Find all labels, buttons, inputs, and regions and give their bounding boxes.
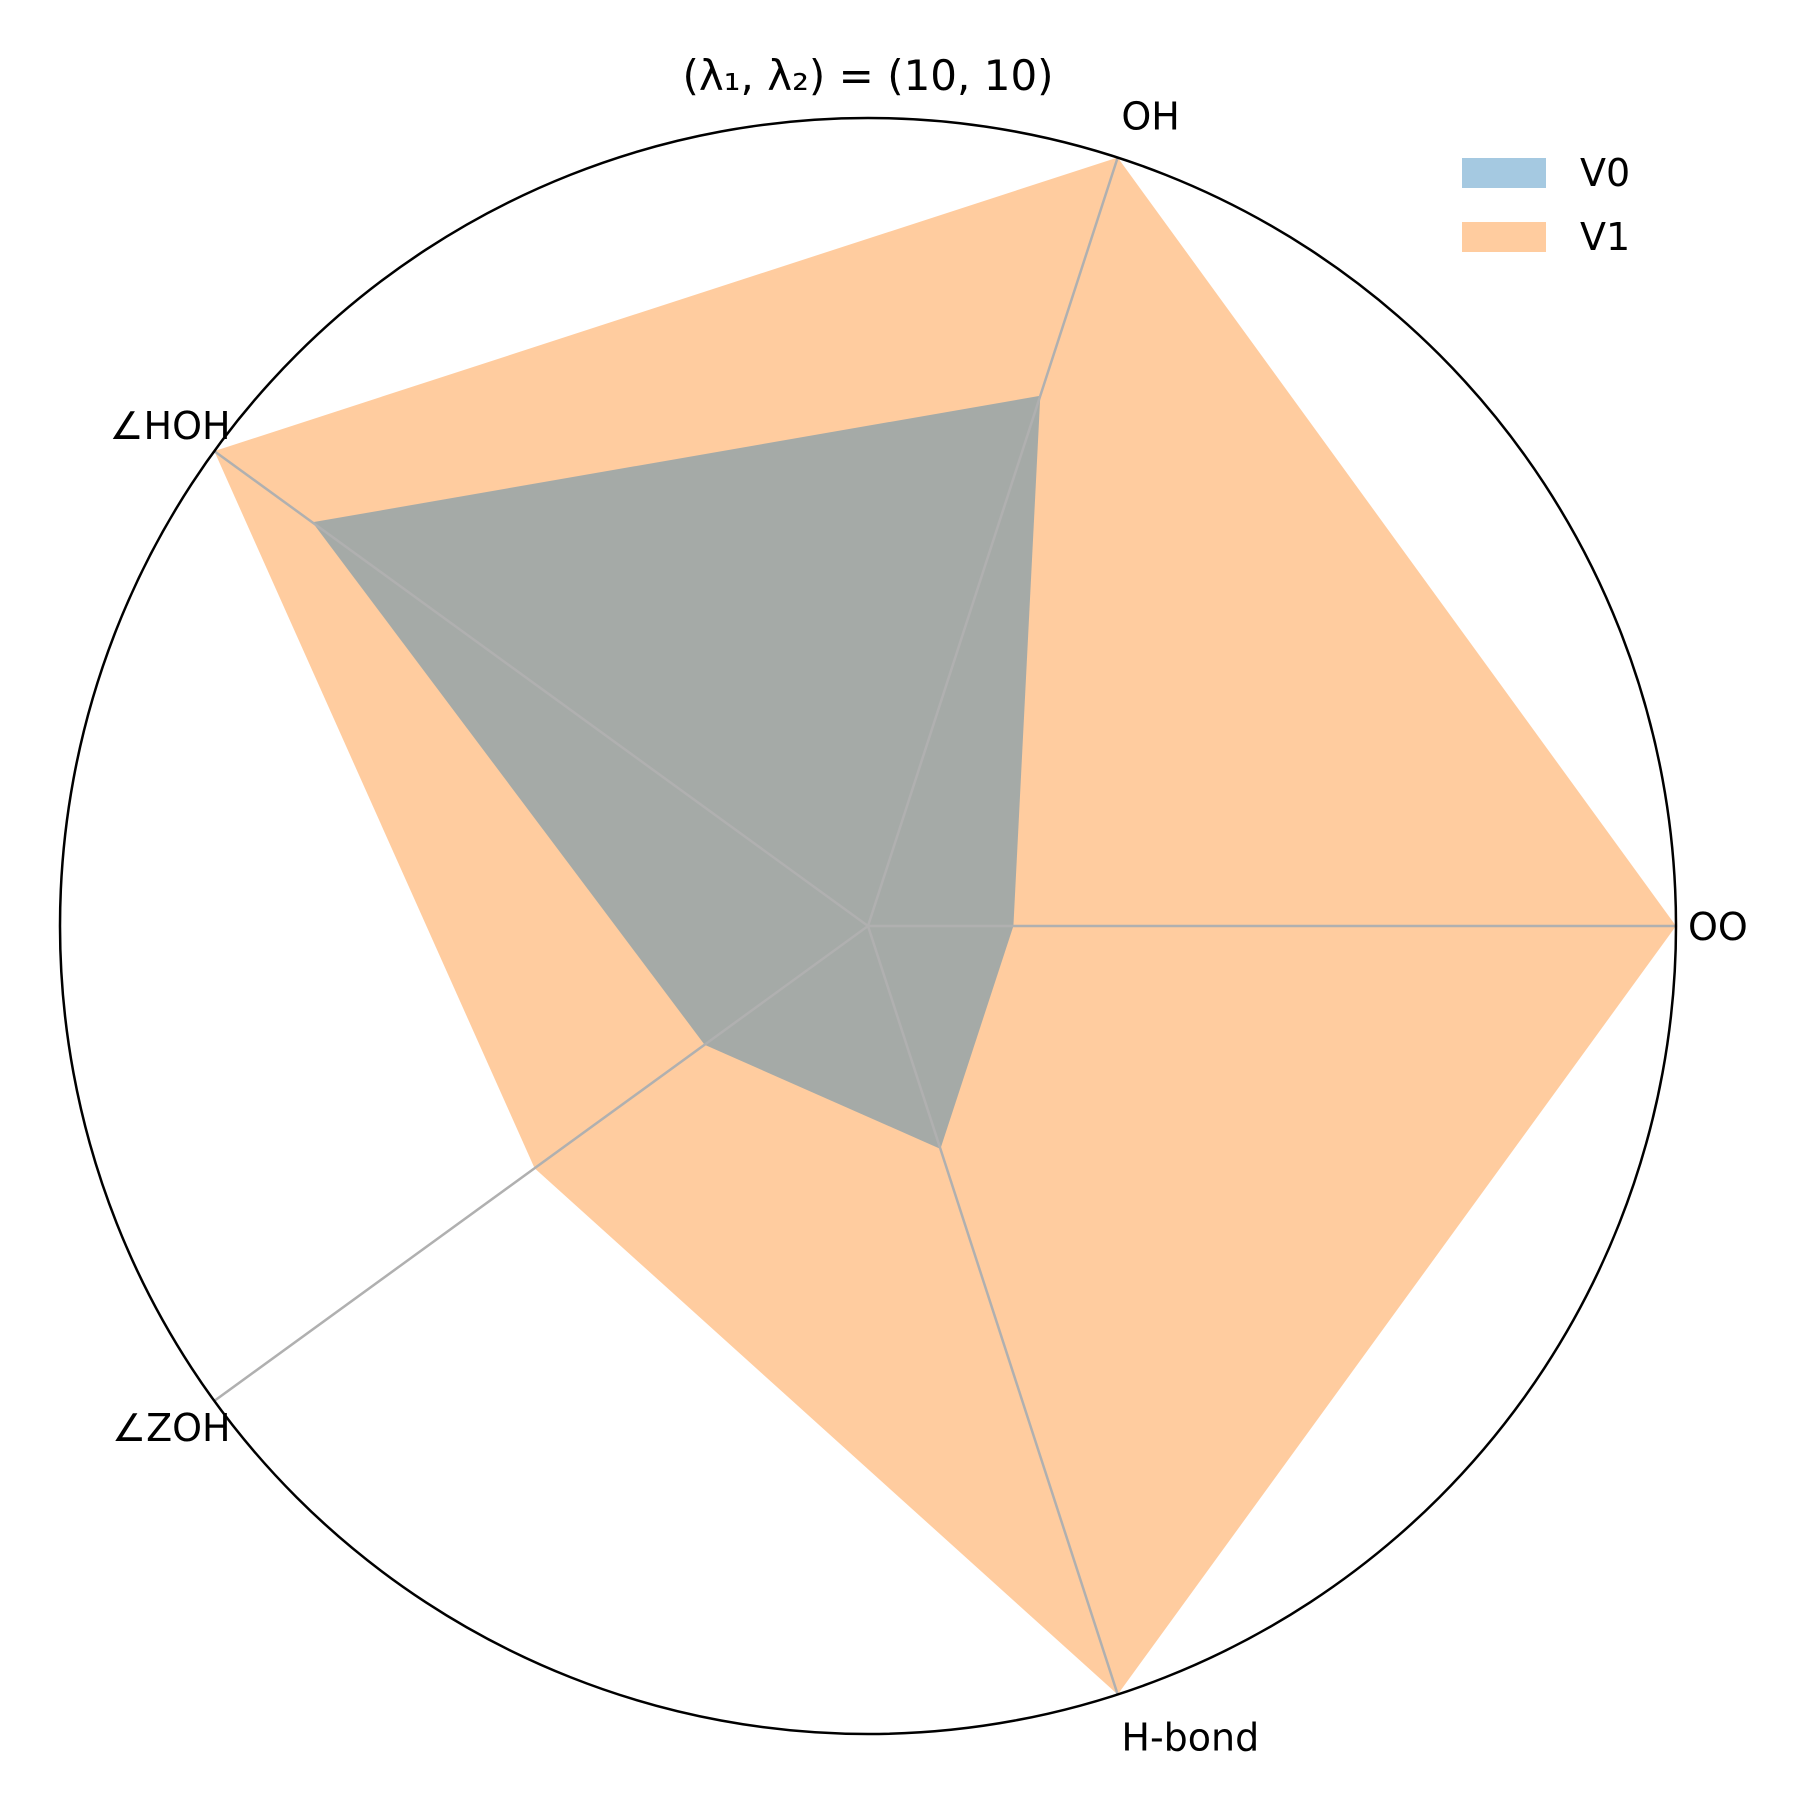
legend-swatch-v1 bbox=[1462, 222, 1546, 252]
axis-spokes bbox=[213, 157, 1676, 1695]
axis-label-oo: OO bbox=[1688, 905, 1748, 949]
chart-title: (λ₁, λ₂) = (10, 10) bbox=[682, 51, 1053, 100]
axis-label-h-bond: H-bond bbox=[1121, 1715, 1259, 1759]
spoke-oh bbox=[866, 157, 1119, 927]
legend-label-v0: V0 bbox=[1580, 151, 1630, 195]
axis-label-zoh: ∠ZOH bbox=[112, 1406, 231, 1450]
axis-label-oh: OH bbox=[1121, 95, 1179, 139]
spoke-zoh bbox=[213, 924, 869, 1402]
legend-swatch-v0 bbox=[1462, 158, 1546, 188]
outer-circle bbox=[58, 116, 1678, 1736]
legend-label-v1: V1 bbox=[1580, 215, 1630, 259]
spoke-h-bond bbox=[866, 925, 1119, 1695]
axis-label-hoh: ∠HOH bbox=[109, 404, 230, 448]
axis-labels: OO OH ∠HOH ∠ZOH H-bond bbox=[109, 95, 1747, 1760]
series-area-v0 bbox=[312, 395, 1041, 1149]
spoke-hoh bbox=[213, 450, 869, 928]
